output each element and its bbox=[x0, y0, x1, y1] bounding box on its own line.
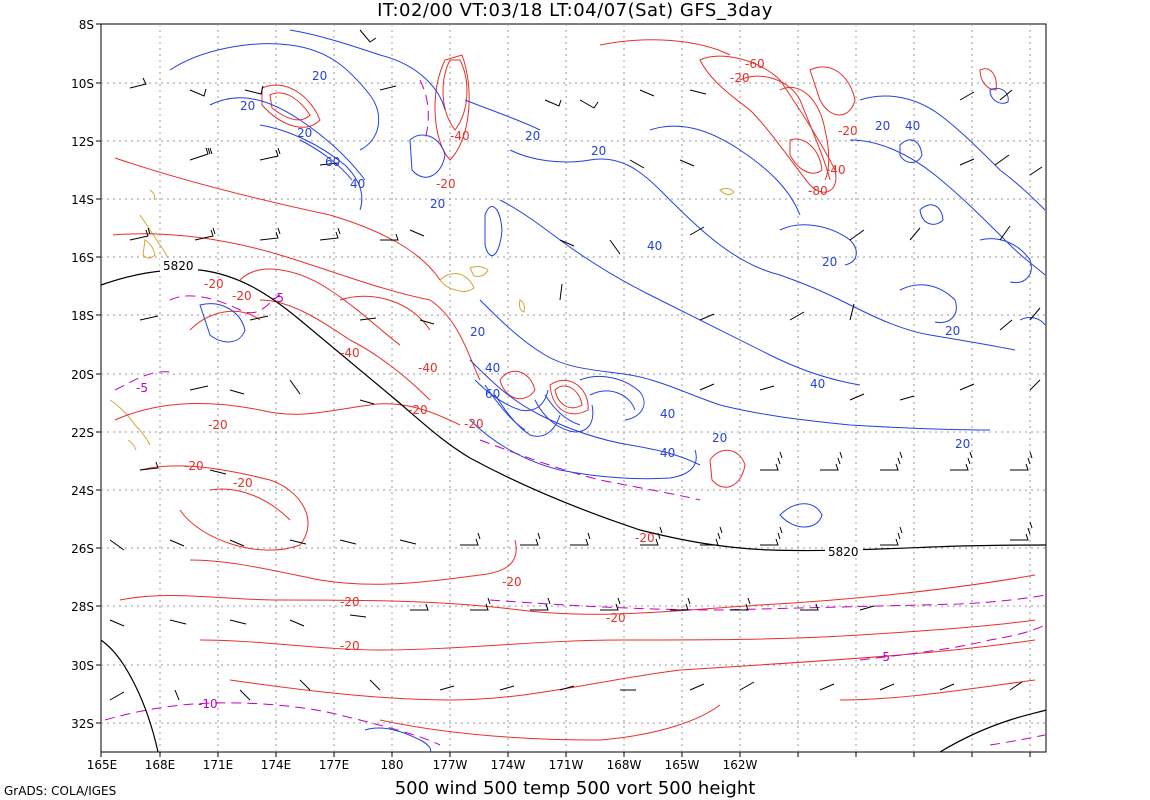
lat-label: 10S bbox=[71, 77, 94, 91]
vort-label: 20 bbox=[297, 126, 312, 140]
height-label: 5820 bbox=[163, 259, 194, 273]
temp-label: -20 bbox=[436, 177, 456, 191]
temp-label: -10 bbox=[198, 697, 218, 711]
lon-label: 177E bbox=[318, 758, 350, 772]
vort-label: 40 bbox=[647, 239, 662, 253]
height-labels: 5820 5820 bbox=[160, 258, 863, 559]
lat-label: 18S bbox=[71, 309, 94, 323]
vort-label: 20 bbox=[430, 197, 445, 211]
map-frame bbox=[100, 23, 1047, 753]
temp-label: -20 bbox=[208, 418, 228, 432]
map-caption: 500 wind 500 temp 500 vort 500 height bbox=[394, 778, 756, 799]
lat-label: 20S bbox=[71, 368, 94, 382]
lon-label: 177W bbox=[432, 758, 468, 772]
vort-label: 20 bbox=[875, 119, 890, 133]
temp-label: -20 bbox=[502, 575, 522, 589]
temp-label: -20 bbox=[204, 277, 224, 291]
vort-label: 40 bbox=[905, 119, 920, 133]
temp-label: -20 bbox=[184, 459, 204, 473]
lat-label: 30S bbox=[71, 659, 94, 673]
lon-label: 168E bbox=[144, 758, 176, 772]
temp-label: -20 bbox=[408, 403, 428, 417]
lon-label: 165E bbox=[86, 758, 118, 772]
temp-label: -20 bbox=[838, 124, 858, 138]
vort-label: 20 bbox=[312, 69, 327, 83]
lat-label: 28S bbox=[71, 600, 94, 614]
lon-label: 168W bbox=[606, 758, 642, 772]
temp-label: -20 bbox=[232, 289, 252, 303]
temp-label: -20 bbox=[606, 611, 626, 625]
temp-label: -20 bbox=[340, 639, 360, 653]
temp-label: -40 bbox=[340, 346, 360, 360]
lat-label: 22S bbox=[71, 426, 94, 440]
height-contours bbox=[100, 269, 1047, 753]
temp-label: -40 bbox=[450, 129, 470, 143]
temp-label: -40 bbox=[826, 163, 846, 177]
lon-label: 171W bbox=[548, 758, 584, 772]
lat-label: 24S bbox=[71, 484, 94, 498]
vort-label: 40 bbox=[810, 377, 825, 391]
temp-label: -20 bbox=[635, 531, 655, 545]
temp-label: -60 bbox=[745, 57, 765, 71]
software-credit: GrADS: COLA/IGES bbox=[4, 784, 117, 798]
vort-label: 40 bbox=[660, 407, 675, 421]
vorticity-labels: 20 20 20 60 40 20 20 40 20 40 20 40 60 4… bbox=[240, 69, 970, 460]
lat-label: 8S bbox=[78, 18, 94, 32]
lat-label: 16S bbox=[71, 251, 94, 265]
lat-label: 26S bbox=[71, 542, 94, 556]
vort-label: 20 bbox=[525, 129, 540, 143]
lon-label: 171E bbox=[202, 758, 234, 772]
vort-label: 20 bbox=[822, 255, 837, 269]
vort-label: 20 bbox=[470, 325, 485, 339]
vorticity-contours bbox=[169, 29, 1046, 753]
lat-label: 32S bbox=[71, 717, 94, 731]
vort-label: 20 bbox=[945, 324, 960, 338]
temp-label: -20 bbox=[340, 595, 360, 609]
temp-label: -80 bbox=[808, 184, 828, 198]
temp-label: -20 bbox=[730, 71, 750, 85]
temperature-labels: -20 -40 -20 -40 -20 -20 -20 -20 -20 -20 … bbox=[136, 57, 890, 711]
lon-label: 174E bbox=[260, 758, 292, 772]
lon-label: 174W bbox=[490, 758, 526, 772]
vort-label: 20 bbox=[240, 99, 255, 113]
temp-label: -20 bbox=[464, 417, 484, 431]
axis-ticks bbox=[96, 23, 1031, 757]
temp-label: -40 bbox=[418, 361, 438, 375]
vort-label: 40 bbox=[660, 446, 675, 460]
vort-label: 40 bbox=[485, 361, 500, 375]
lat-label: 12S bbox=[71, 135, 94, 149]
temp-label: -5 bbox=[136, 381, 148, 395]
lon-label: 165W bbox=[664, 758, 700, 772]
vort-label: 20 bbox=[591, 144, 606, 158]
grid-lines bbox=[101, 24, 1046, 752]
map-title: IT:02/00 VT:03/18 LT:04/07(Sat) GFS_3day bbox=[377, 0, 773, 21]
lon-label: 162W bbox=[722, 758, 758, 772]
height-label: 5820 bbox=[828, 545, 859, 559]
vort-label: 40 bbox=[350, 177, 365, 191]
wind-barbs bbox=[109, 29, 1043, 701]
lat-label: 14S bbox=[71, 193, 94, 207]
vort-label: 20 bbox=[712, 431, 727, 445]
temperature-contours bbox=[112, 39, 1036, 741]
lon-label: 180 bbox=[380, 758, 404, 772]
vort-label: 60 bbox=[485, 387, 500, 401]
temperature-dashed-contours bbox=[104, 79, 1046, 746]
temp-label: -5 bbox=[878, 650, 890, 664]
temp-label: -5 bbox=[272, 291, 284, 305]
vort-label: 60 bbox=[325, 155, 340, 169]
vort-label: 20 bbox=[955, 437, 970, 451]
temp-label: -20 bbox=[233, 476, 253, 490]
